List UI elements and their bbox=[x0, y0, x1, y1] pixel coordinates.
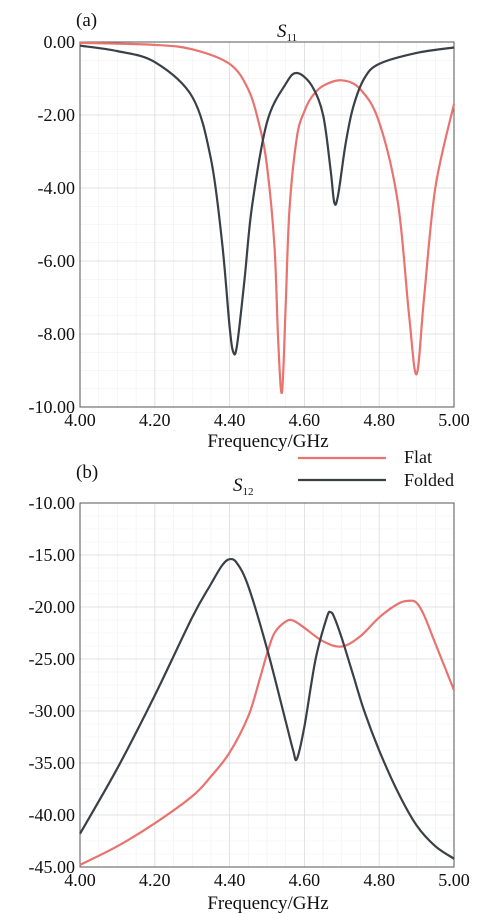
y-tick-label-a-0: 0.00 bbox=[44, 32, 76, 52]
x-tick-label-a-1: 4.20 bbox=[139, 410, 171, 430]
chart-panel-a: 4.00 4.20 4.40 4.60 4.80 5.00 0.00 -2.00 -4.00 -6… bbox=[29, 10, 470, 452]
x-tick-label-b-4: 4.80 bbox=[363, 870, 395, 890]
y-tick-label-a-3: -6.00 bbox=[38, 251, 76, 271]
y-tick-label-a-1: -2.00 bbox=[38, 105, 76, 125]
x-axis-label-a: Frequency/GHz bbox=[207, 431, 328, 452]
y-tick-label-b-4: -30.00 bbox=[29, 701, 76, 721]
y-tick-label-b-0: -10.00 bbox=[29, 493, 76, 513]
series-line-folded-b bbox=[79, 557, 455, 860]
y-tick-label-b-3: -25.00 bbox=[29, 649, 76, 669]
panel-label-b: (b) bbox=[76, 462, 98, 483]
chart-title-b-main: S bbox=[233, 475, 243, 496]
x-tick-label-b-0: 4.00 bbox=[64, 870, 96, 890]
x-tick-label-a-0: 4.00 bbox=[64, 410, 96, 430]
x-tick-label-a-4: 4.80 bbox=[363, 410, 395, 430]
chart-panel-b: 4.00 4.20 4.40 4.60 4.80 5.00 -10.00 -15.00 -20.… bbox=[29, 462, 470, 914]
series-line-flat-a bbox=[79, 41, 456, 395]
legend: Flat Folded bbox=[298, 447, 454, 490]
y-tick-label-b-1: -15.00 bbox=[29, 545, 76, 565]
x-tick-label-b-2: 4.40 bbox=[214, 870, 246, 890]
chart-title-a-sub: 11 bbox=[287, 32, 298, 44]
y-tick-label-b-7: -45.00 bbox=[29, 857, 76, 877]
x-tick-label-a-3: 4.60 bbox=[289, 410, 321, 430]
x-tick-label-a-2: 4.40 bbox=[214, 410, 246, 430]
series-line-folded-a bbox=[79, 44, 455, 356]
y-tick-label-a-2: -4.00 bbox=[38, 178, 76, 198]
legend-label-folded: Folded bbox=[404, 470, 454, 490]
y-tick-label-b-5: -35.00 bbox=[29, 753, 76, 773]
plot-frame-b bbox=[79, 502, 455, 868]
x-tick-label-b-1: 4.20 bbox=[139, 870, 171, 890]
x-tick-label-b-3: 4.60 bbox=[289, 870, 321, 890]
chart-title-b: S12 bbox=[233, 475, 254, 498]
x-tick-label-a-5: 5.00 bbox=[438, 410, 470, 430]
y-tick-label-a-5: -10.00 bbox=[29, 397, 76, 417]
series-line-flat-b bbox=[79, 599, 456, 866]
y-tick-label-b-2: -20.00 bbox=[29, 597, 76, 617]
y-tick-label-b-6: -40.00 bbox=[29, 805, 76, 825]
y-tick-label-a-4: -8.00 bbox=[38, 324, 76, 344]
x-axis-label-b: Frequency/GHz bbox=[207, 893, 328, 914]
plot-frame-a bbox=[79, 41, 455, 408]
chart-title-b-sub: 12 bbox=[243, 486, 254, 498]
chart-title-a-main: S bbox=[277, 21, 287, 42]
legend-label-flat: Flat bbox=[404, 447, 432, 467]
chart-title-a: S11 bbox=[277, 21, 297, 44]
panel-label-a: (a) bbox=[76, 10, 97, 31]
x-tick-label-b-5: 5.00 bbox=[438, 870, 470, 890]
